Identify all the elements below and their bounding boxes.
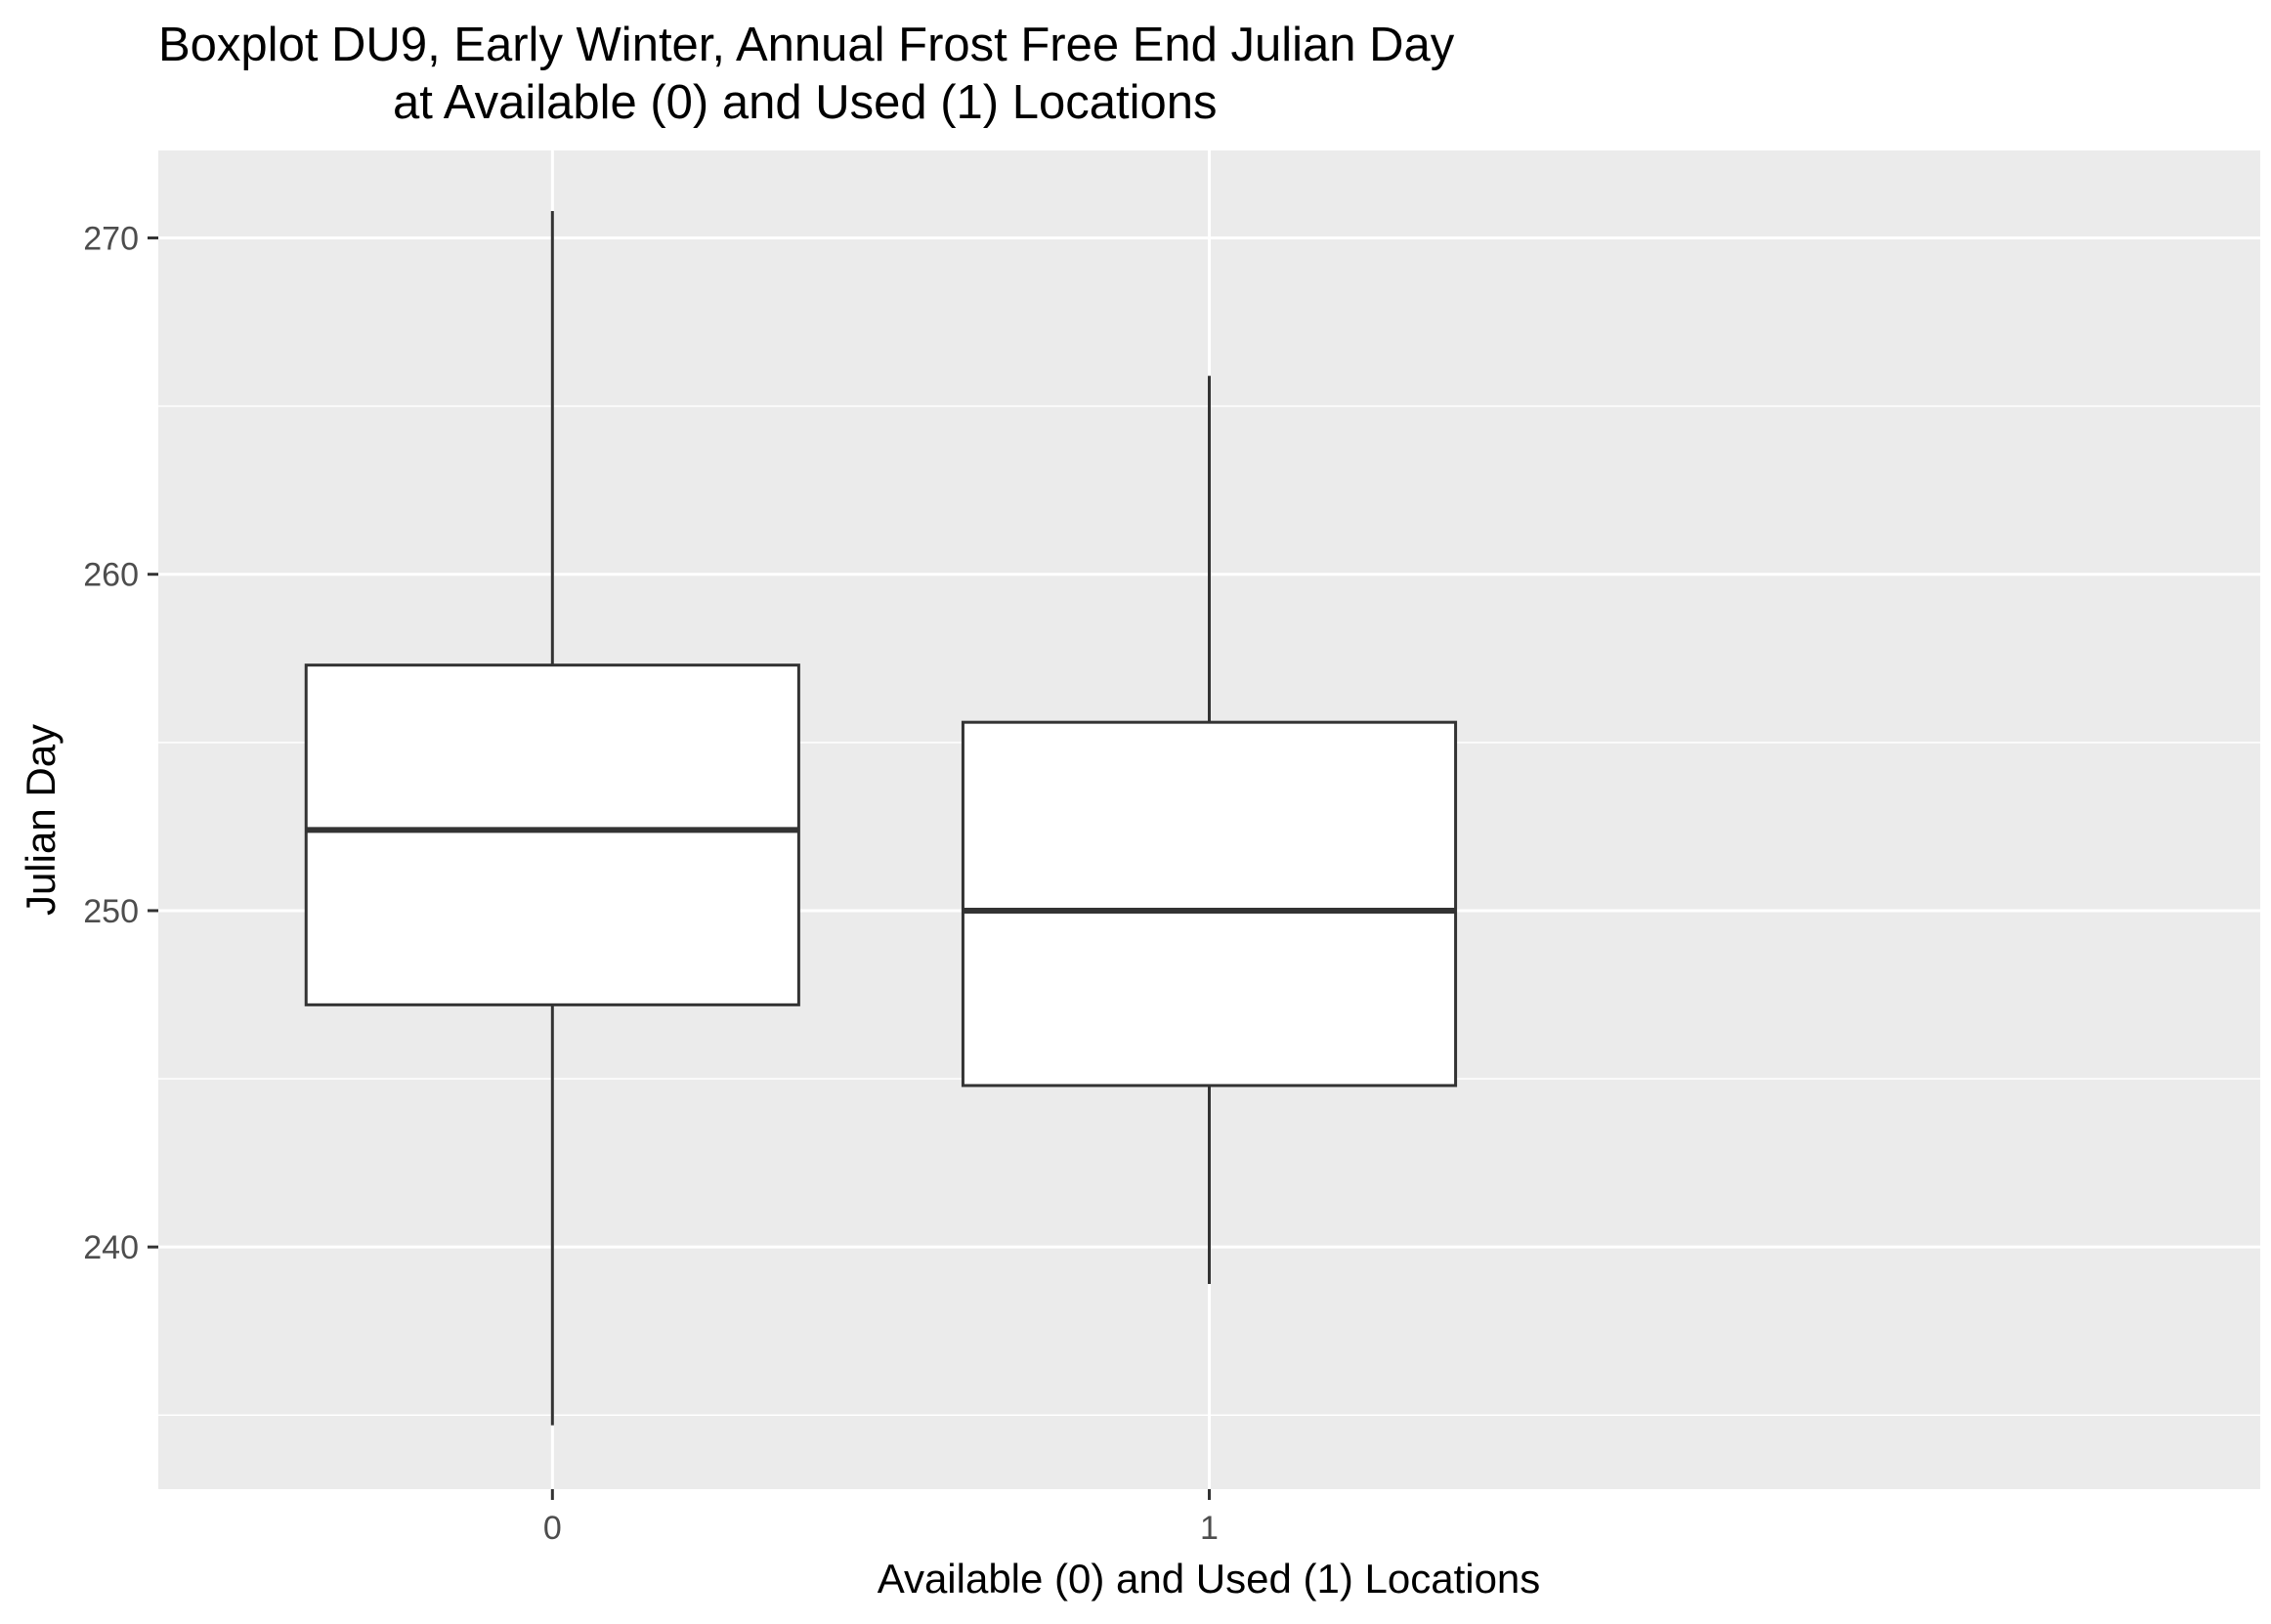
y-tick-label: 260 [83,557,139,594]
interquartile-box [304,663,800,1006]
y-axis-title: Julian Day [18,724,64,916]
y-axis: 240 250 260 270 [83,220,158,1266]
box-0 [304,210,800,1426]
x-axis-title: Available (0) and Used (1) Locations [878,1556,1541,1602]
y-tick-label: 240 [83,1229,139,1266]
chart-subtitle: at Available (0) and Used (1) Locations [393,76,1217,129]
y-tick-label: 250 [83,893,139,930]
x-tick-label: 1 [1200,1510,1219,1547]
y-tick-label: 270 [83,220,139,257]
x-tick-label: 0 [543,1510,562,1547]
boxes [304,210,1458,1426]
box-1 [961,375,1458,1285]
interquartile-box [961,720,1458,1088]
chart-title: Boxplot DU9, Early Winter, Annual Frost … [158,19,1455,71]
